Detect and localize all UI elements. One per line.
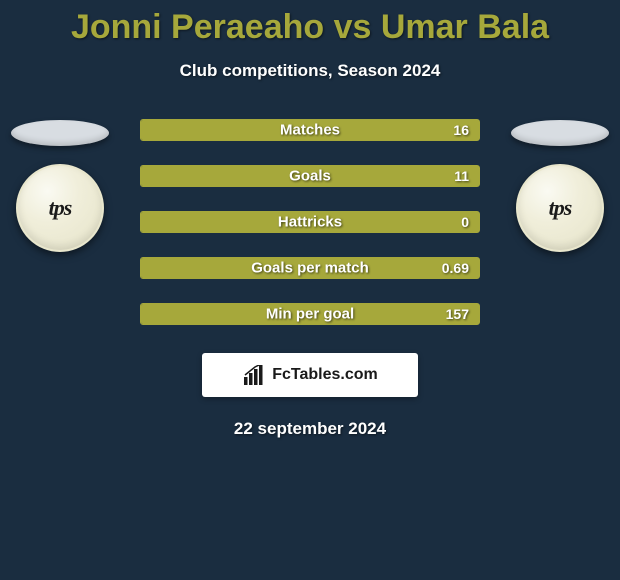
stat-bar: Goals 11 <box>140 165 480 187</box>
stat-bar: Matches 16 <box>140 119 480 141</box>
bar-chart-icon <box>242 365 266 385</box>
logo-text: FcTables.com <box>272 366 378 384</box>
stat-bar: Goals per match 0.69 <box>140 257 480 279</box>
stat-bar: Hattricks 0 <box>140 211 480 233</box>
stat-value: 0.69 <box>442 260 469 276</box>
stat-label: Matches <box>280 122 340 139</box>
badge-text-right: tps <box>549 195 572 221</box>
page-title: Jonni Peraeaho vs Umar Bala <box>0 0 620 47</box>
badge-text-left: tps <box>49 195 72 221</box>
stat-bar: Min per goal 157 <box>140 303 480 325</box>
stat-label: Hattricks <box>278 214 342 231</box>
stat-value: 16 <box>453 122 469 138</box>
stat-label: Goals per match <box>251 260 369 277</box>
page-subtitle: Club competitions, Season 2024 <box>0 61 620 81</box>
date-text: 22 september 2024 <box>0 419 620 439</box>
player-right-column: tps <box>510 120 610 252</box>
fctables-logo[interactable]: FcTables.com <box>202 353 418 397</box>
stat-label: Min per goal <box>266 306 354 323</box>
stat-value: 11 <box>454 168 469 184</box>
stat-value: 0 <box>461 214 469 230</box>
player-left-oval <box>11 120 109 146</box>
player-right-oval <box>511 120 609 146</box>
stat-value: 157 <box>446 306 469 322</box>
player-right-badge: tps <box>516 164 604 252</box>
stat-label: Goals <box>289 168 331 185</box>
player-left-badge: tps <box>16 164 104 252</box>
player-left-column: tps <box>10 120 110 252</box>
